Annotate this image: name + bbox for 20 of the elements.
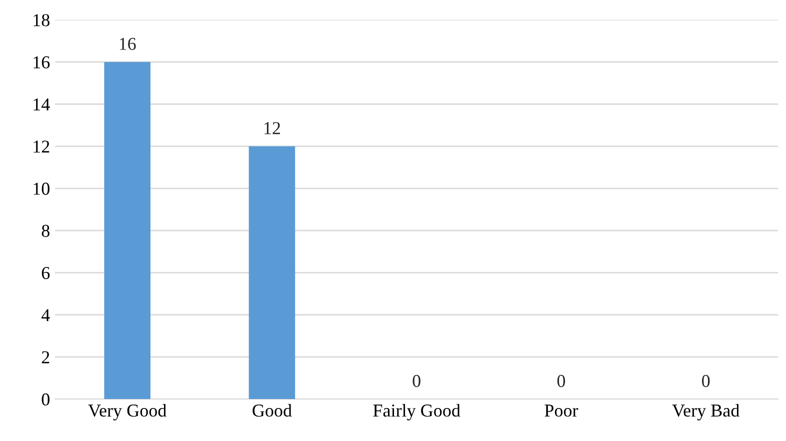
y-tick-label: 4: [41, 309, 50, 322]
data-label: 16: [120, 38, 136, 50]
y-tick-label: 6: [42, 266, 50, 280]
x-tick-label: Very Good: [88, 404, 166, 420]
y-tick-label: 18: [34, 14, 50, 26]
data-label: 0: [557, 374, 566, 388]
data-label: 0: [412, 374, 420, 388]
x-tick-label: Poor: [544, 404, 578, 417]
y-tick-label: 16: [34, 56, 50, 68]
y-tick-label: 8: [42, 224, 50, 237]
data-label: 0: [702, 374, 710, 388]
x-tick-label: Good: [252, 404, 292, 417]
y-tick-label: 12: [34, 140, 50, 153]
data-label: 12: [264, 122, 280, 134]
y-tick-label: 14: [34, 98, 50, 110]
y-tick-label: 10: [34, 182, 50, 195]
y-tick-label: 0: [42, 393, 50, 406]
x-tick-label: Very Bad: [672, 404, 740, 420]
x-tick-label: Fairly Good: [373, 404, 460, 420]
y-tick-label: 2: [42, 351, 50, 364]
